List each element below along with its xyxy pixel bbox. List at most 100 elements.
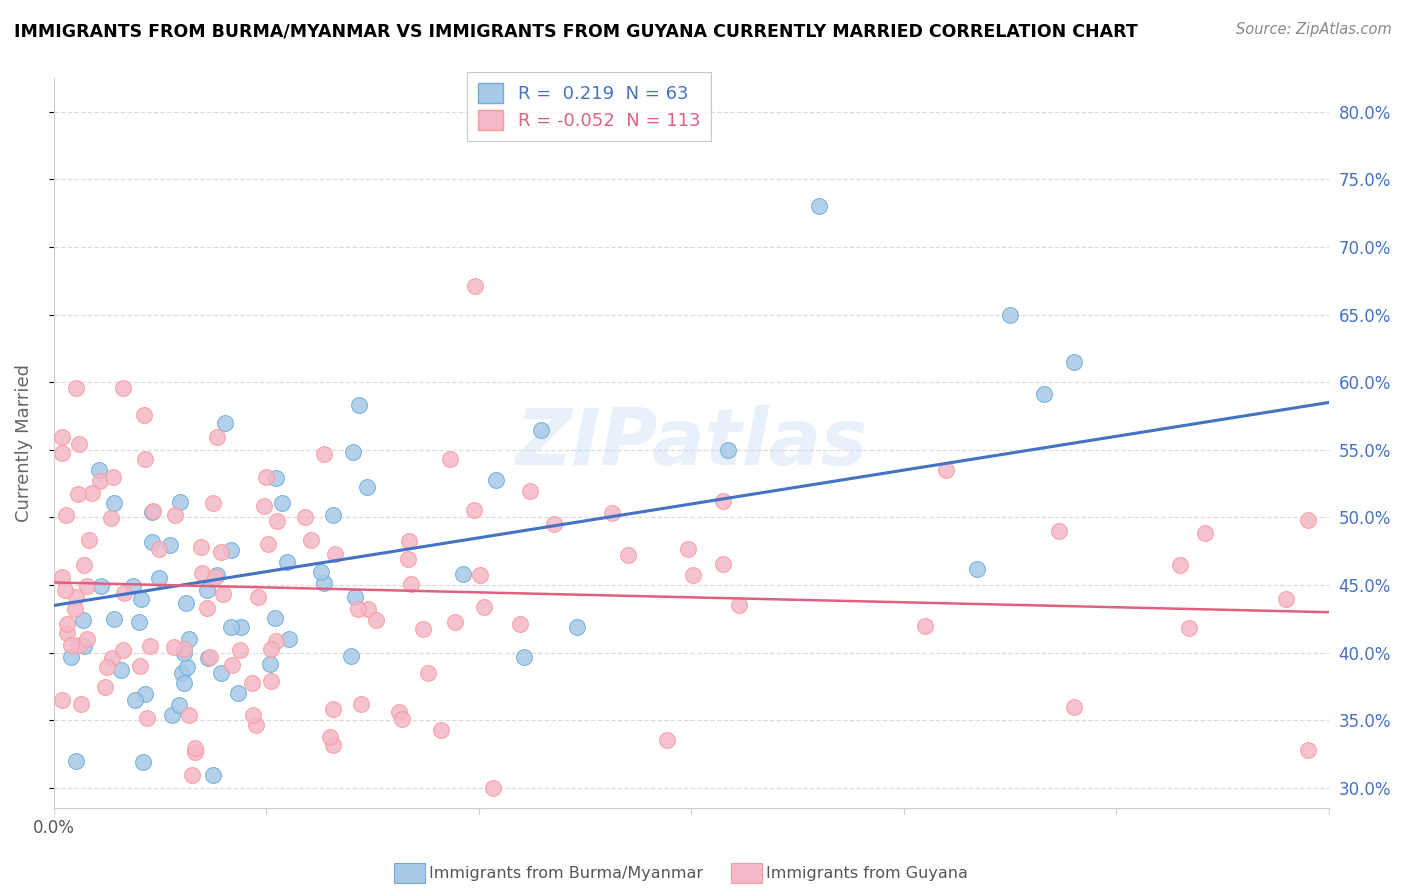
Immigrants from Burma/Myanmar	[141, 505, 163, 519]
Immigrants from Guyana	[53, 582, 76, 597]
Immigrants from Guyana	[80, 485, 103, 500]
Immigrants from Guyana	[682, 568, 704, 582]
Immigrants from Guyana	[242, 708, 264, 723]
Immigrants from Burma/Myanmar	[565, 620, 588, 634]
Immigrants from Guyana	[165, 508, 187, 522]
Immigrants from Guyana	[260, 673, 283, 688]
Immigrants from Guyana	[294, 510, 316, 524]
Immigrants from Burma/Myanmar	[264, 471, 287, 485]
Immigrants from Burma/Myanmar	[197, 651, 219, 665]
Immigrants from Guyana	[51, 446, 73, 460]
Immigrants from Guyana	[100, 511, 122, 525]
Immigrants from Guyana	[51, 430, 73, 444]
Immigrants from Guyana	[65, 381, 87, 395]
Immigrants from Guyana	[163, 640, 186, 655]
Immigrants from Burma/Myanmar	[530, 423, 553, 437]
Immigrants from Burma/Myanmar	[103, 612, 125, 626]
Text: IMMIGRANTS FROM BURMA/MYANMAR VS IMMIGRANTS FROM GUYANA CURRENTLY MARRIED CORREL: IMMIGRANTS FROM BURMA/MYANMAR VS IMMIGRA…	[14, 22, 1137, 40]
Immigrants from Guyana	[67, 487, 90, 501]
Immigrants from Guyana	[51, 570, 73, 584]
Immigrants from Guyana	[416, 666, 439, 681]
Immigrants from Guyana	[463, 503, 485, 517]
Immigrants from Guyana	[191, 566, 214, 580]
Immigrants from Burma/Myanmar	[717, 442, 740, 457]
Immigrants from Burma/Myanmar	[141, 535, 163, 549]
Immigrants from Guyana	[112, 642, 135, 657]
Immigrants from Guyana	[482, 781, 505, 796]
Immigrants from Guyana	[711, 494, 734, 508]
Immigrants from Guyana	[112, 586, 135, 600]
Immigrants from Burma/Myanmar	[1033, 386, 1056, 401]
Immigrants from Guyana	[357, 601, 380, 615]
Immigrants from Guyana	[312, 448, 335, 462]
Immigrants from Guyana	[229, 643, 252, 657]
Immigrants from Burma/Myanmar	[209, 666, 232, 681]
Immigrants from Guyana	[388, 705, 411, 719]
Immigrants from Guyana	[129, 659, 152, 673]
Immigrants from Burma/Myanmar	[103, 496, 125, 510]
Immigrants from Burma/Myanmar	[998, 308, 1021, 322]
Immigrants from Burma/Myanmar	[344, 591, 367, 605]
Immigrants from Burma/Myanmar	[148, 571, 170, 585]
Immigrants from Guyana	[323, 547, 346, 561]
Immigrants from Burma/Myanmar	[172, 665, 194, 680]
Immigrants from Guyana	[1168, 558, 1191, 572]
Immigrants from Guyana	[77, 533, 100, 548]
Immigrants from Guyana	[60, 638, 83, 652]
Immigrants from Guyana	[65, 590, 87, 604]
Immigrants from Guyana	[148, 542, 170, 557]
Immigrants from Burma/Myanmar	[134, 687, 156, 701]
Immigrants from Guyana	[96, 660, 118, 674]
Immigrants from Guyana	[1296, 513, 1319, 527]
Immigrants from Guyana	[67, 436, 90, 450]
Immigrants from Guyana	[464, 279, 486, 293]
Immigrants from Burma/Myanmar	[309, 566, 332, 580]
Immigrants from Guyana	[111, 381, 134, 395]
Immigrants from Guyana	[209, 545, 232, 559]
Immigrants from Guyana	[195, 601, 218, 615]
Immigrants from Guyana	[55, 626, 77, 640]
Immigrants from Burma/Myanmar	[124, 693, 146, 707]
Immigrants from Guyana	[391, 712, 413, 726]
Immigrants from Guyana	[55, 508, 77, 522]
Immigrants from Burma/Myanmar	[342, 445, 364, 459]
Immigrants from Burma/Myanmar	[966, 562, 988, 576]
Immigrants from Burma/Myanmar	[219, 543, 242, 558]
Immigrants from Guyana	[73, 558, 96, 572]
Immigrants from Burma/Myanmar	[340, 649, 363, 664]
Immigrants from Burma/Myanmar	[226, 686, 249, 700]
Immigrants from Burma/Myanmar	[513, 649, 536, 664]
Immigrants from Burma/Myanmar	[176, 660, 198, 674]
Immigrants from Burma/Myanmar	[174, 596, 197, 610]
Immigrants from Guyana	[301, 533, 323, 547]
Immigrants from Guyana	[101, 650, 124, 665]
Immigrants from Guyana	[180, 768, 202, 782]
Immigrants from Guyana	[256, 469, 278, 483]
Immigrants from Guyana	[257, 537, 280, 551]
Immigrants from Burma/Myanmar	[263, 611, 285, 625]
Immigrants from Guyana	[94, 680, 117, 694]
Immigrants from Guyana	[139, 639, 162, 653]
Immigrants from Burma/Myanmar	[205, 568, 228, 582]
Immigrants from Guyana	[1047, 524, 1070, 538]
Immigrants from Guyana	[101, 470, 124, 484]
Immigrants from Guyana	[190, 541, 212, 555]
Immigrants from Guyana	[319, 730, 342, 744]
Immigrants from Guyana	[935, 463, 957, 477]
Text: Source: ZipAtlas.com: Source: ZipAtlas.com	[1236, 22, 1392, 37]
Immigrants from Burma/Myanmar	[132, 755, 155, 769]
Immigrants from Burma/Myanmar	[219, 620, 242, 634]
Immigrants from Guyana	[221, 657, 243, 672]
Immigrants from Guyana	[177, 707, 200, 722]
Immigrants from Burma/Myanmar	[121, 579, 143, 593]
Immigrants from Guyana	[240, 676, 263, 690]
Immigrants from Burma/Myanmar	[173, 646, 195, 660]
Immigrants from Guyana	[468, 567, 491, 582]
Immigrants from Burma/Myanmar	[1063, 355, 1085, 369]
Immigrants from Guyana	[201, 495, 224, 509]
Immigrants from Burma/Myanmar	[485, 473, 508, 487]
Immigrants from Burma/Myanmar	[59, 650, 82, 665]
Immigrants from Burma/Myanmar	[231, 620, 253, 634]
Immigrants from Burma/Myanmar	[321, 508, 343, 522]
Immigrants from Guyana	[253, 499, 276, 513]
